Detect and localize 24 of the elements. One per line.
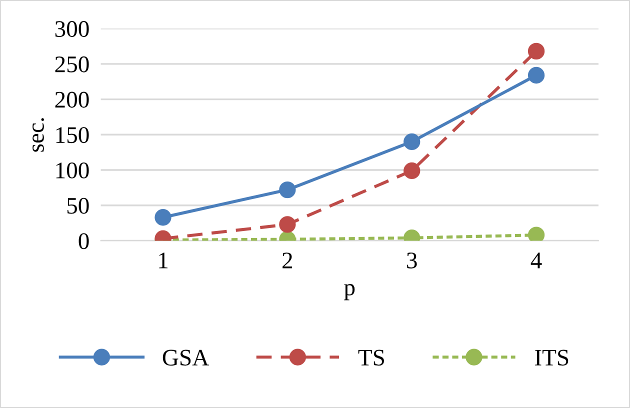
y-tick-label: 50 xyxy=(67,198,89,214)
x-tick-label: 4 xyxy=(530,252,542,268)
y-tick-label: 0 xyxy=(78,233,89,250)
y-tick-label: 200 xyxy=(55,92,89,108)
legend-label: GSA xyxy=(162,350,209,366)
y-tick-label: 150 xyxy=(56,127,89,144)
legend-label: TS xyxy=(358,350,384,366)
y-tick-label: 300 xyxy=(55,21,89,37)
point xyxy=(404,133,420,150)
point xyxy=(279,181,296,198)
point xyxy=(154,209,172,226)
point xyxy=(528,42,545,60)
y-axis-title: sec. xyxy=(32,118,44,152)
x-tick-label: 1 xyxy=(159,252,168,268)
x-tick-label: 2 xyxy=(282,252,292,268)
x-axis-title: p xyxy=(344,284,355,300)
point xyxy=(528,66,545,84)
x-tick-label: 3 xyxy=(407,252,417,268)
point xyxy=(528,226,545,241)
y-tick-label: 100 xyxy=(56,162,89,178)
y-tick-label: 250 xyxy=(55,56,89,72)
legend-label: ITS xyxy=(535,350,568,366)
point xyxy=(404,162,420,180)
point xyxy=(279,216,296,233)
